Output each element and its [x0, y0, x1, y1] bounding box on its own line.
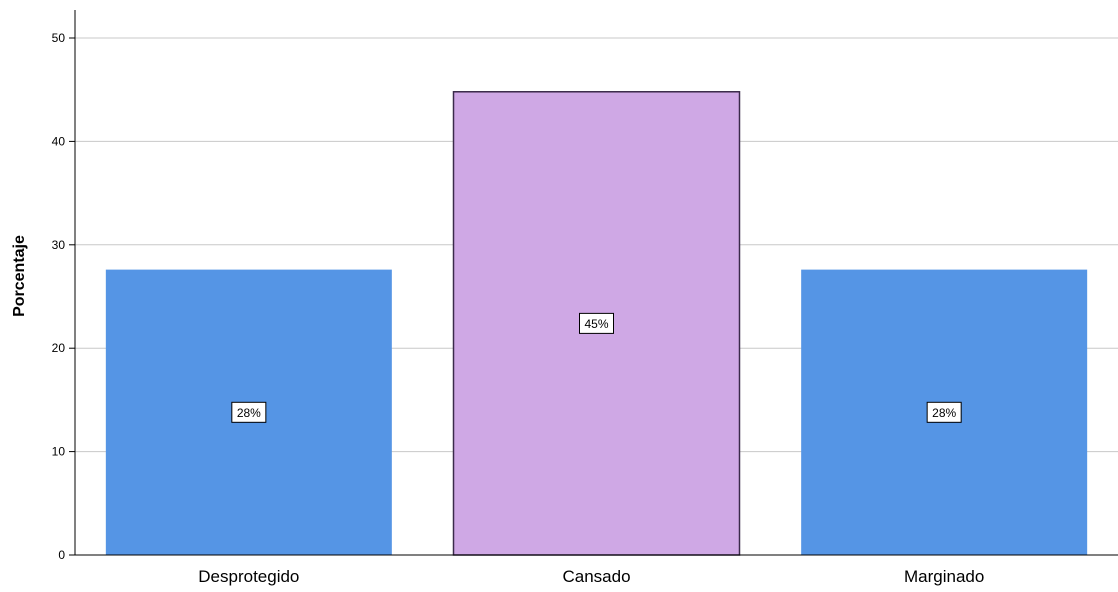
- y-tick-label: 10: [52, 445, 66, 459]
- data-label: 28%: [932, 406, 956, 420]
- y-tick-label: 30: [52, 238, 66, 252]
- y-tick-label: 40: [52, 134, 66, 148]
- x-tick-label: Desprotegido: [198, 567, 299, 586]
- y-axis-label: Porcentaje: [11, 235, 28, 317]
- data-label-box: [926, 401, 962, 423]
- y-tick-label: 20: [52, 341, 66, 355]
- data-label: 28%: [237, 406, 261, 420]
- x-tick-label: Marginado: [904, 567, 984, 586]
- data-label: 45%: [584, 317, 608, 331]
- x-tick-label: Cansado: [562, 567, 630, 586]
- data-label-box: [231, 401, 267, 423]
- y-tick-label: 0: [58, 548, 65, 562]
- y-tick-label: 50: [52, 31, 66, 45]
- data-label-box: [579, 312, 614, 334]
- data-labels: 28% 45% 28%: [231, 312, 962, 423]
- axes: 0 10 20 30 40 50 Desprotegido Cansado Marginado: [52, 10, 1118, 586]
